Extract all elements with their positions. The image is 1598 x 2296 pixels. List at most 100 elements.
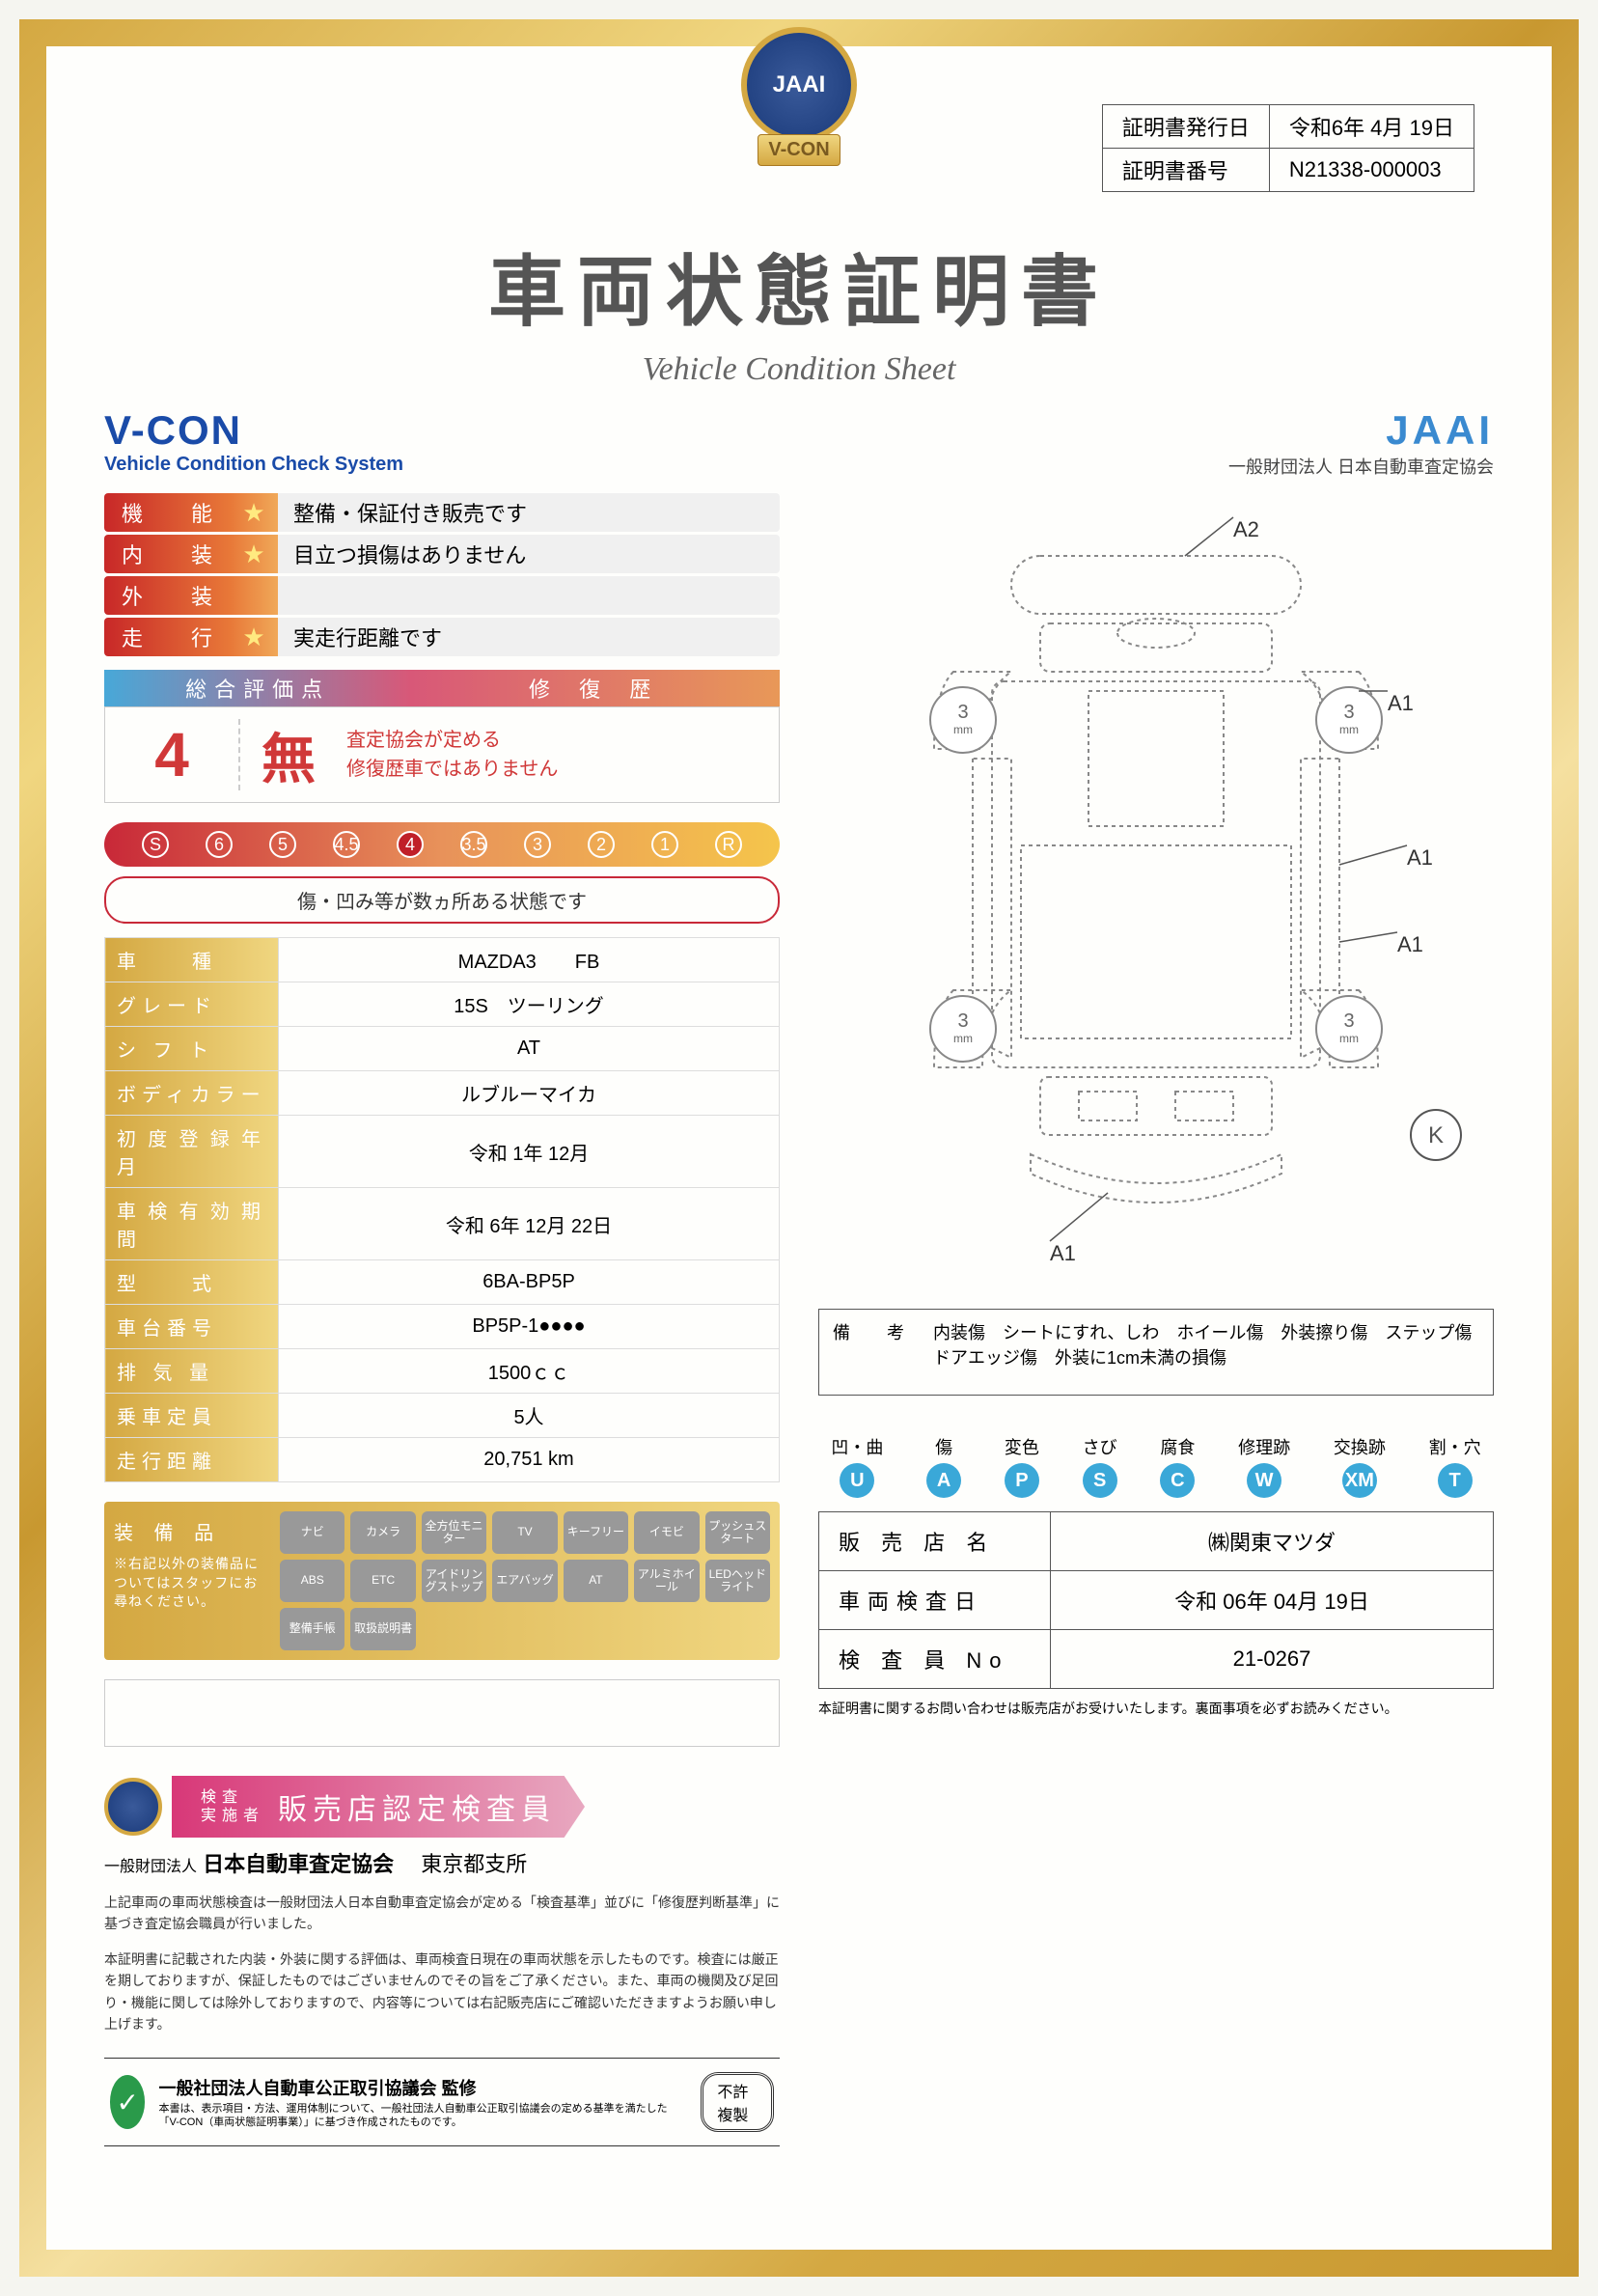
equipment-label: 装 備 品 ※右記以外の装備品についてはスタッフにお尋ねください。 <box>114 1511 268 1650</box>
repair-history-none: 無 <box>240 716 337 794</box>
spec-value: ルブルーマイカ <box>279 1071 780 1116</box>
legend-label: 凹・曲 <box>831 1434 883 1459</box>
inspector-badge-icon <box>104 1778 162 1836</box>
legend-item: さびS <box>1083 1434 1117 1498</box>
bottom-value: 21-0267 <box>1051 1630 1494 1689</box>
svg-text:mm: mm <box>953 723 973 736</box>
legend-code-icon: C <box>1160 1463 1195 1498</box>
svg-text:3: 3 <box>1343 702 1354 723</box>
bottom-note: 本証明書に関するお問い合わせは販売店がお受けいたします。裏面事項を必ずお読みくだ… <box>818 1699 1494 1718</box>
bottom-label: 検 査 員 No <box>819 1630 1051 1689</box>
inspector-ribbon-text: 販売店認定検査員 <box>278 1785 556 1828</box>
legend-label: 腐食 <box>1160 1434 1195 1459</box>
footer-box: ✓ 一般社団法人自動車公正取引協議会 監修 本書は、表示項目・方法、運用体制につ… <box>104 2058 780 2146</box>
emblem-ribbon: V-CON <box>758 134 840 166</box>
equipment-icons: ナビカメラ全方位モニターTVキーフリーイモビプッシュスタートABSETCアイドリ… <box>280 1511 770 1650</box>
inspection-note-1: 上記車両の車両状態検査は一般財団法人日本自動車査定協会が定める「検査基準」並びに… <box>104 1892 780 1935</box>
equipment-icon: アルミホイール <box>634 1560 699 1602</box>
diagram-marker: A1 <box>1388 691 1414 716</box>
spec-row: 車検有効期間令和 6年 12月 22日 <box>105 1188 780 1260</box>
eval-body: 4 無 査定協会が定める 修復歴車ではありません <box>104 706 780 803</box>
scale-marker: R <box>715 831 742 858</box>
spec-value: BP5P-1●●●● <box>279 1305 780 1349</box>
spec-label: シ フ ト <box>105 1027 279 1071</box>
remarks-box: 備 考 内装傷 シートにすれ、しわ ホイール傷 外装擦り傷 ステップ傷 ドアエッ… <box>818 1309 1494 1396</box>
spec-label: 型 式 <box>105 1260 279 1305</box>
svg-text:mm: mm <box>1339 723 1359 736</box>
equipment-icon: AT <box>564 1560 628 1602</box>
scale-marker: 4 <box>397 831 424 858</box>
rating-star-icon: ★ <box>230 535 278 573</box>
emblem: JAAI V-CON <box>722 27 876 181</box>
spec-label: 車検有効期間 <box>105 1188 279 1260</box>
diagram-marker: A2 <box>1233 517 1259 542</box>
equipment-icon: 整備手帳 <box>280 1608 344 1650</box>
spec-label: 走行距離 <box>105 1438 279 1482</box>
diagram-marker: A1 <box>1407 845 1433 871</box>
equipment-icon: 取扱説明書 <box>350 1608 415 1650</box>
spec-value: 20,751 km <box>279 1438 780 1482</box>
legend-item: 割・穴T <box>1429 1434 1481 1498</box>
svg-text:mm: mm <box>953 1032 973 1045</box>
score-scale-caption: 傷・凹み等が数ヵ所ある状態です <box>104 876 780 924</box>
rating-star-icon: ★ <box>230 618 278 656</box>
scale-marker: S <box>142 831 169 858</box>
scale-marker: 2 <box>588 831 615 858</box>
equipment-icon: アイドリングストップ <box>422 1560 486 1602</box>
equipment-icon: LEDヘッドライト <box>705 1560 770 1602</box>
inspector-ribbon: 検査実施者 販売店認定検査員 <box>172 1776 585 1838</box>
svg-text:3: 3 <box>957 702 968 723</box>
legend-row: 凹・曲U傷A変色PさびS腐食C修理跡W交換跡XM割・穴T <box>818 1434 1494 1498</box>
equipment-icon: ETC <box>350 1560 415 1602</box>
inspector-organization: 一般財団法人 日本自動車査定協会 東京都支所 <box>104 1847 780 1878</box>
equipment-icon: 全方位モニター <box>422 1511 486 1554</box>
vcon-logo: V-CON <box>104 407 780 454</box>
jaai-logo: JAAI <box>818 407 1494 454</box>
rating-label: 走 行 <box>104 618 230 656</box>
footer-text: 一般社団法人自動車公正取引協議会 監修 本書は、表示項目・方法、運用体制について… <box>158 2075 687 2130</box>
legend-code-icon: T <box>1438 1463 1473 1498</box>
footer-sub: 本書は、表示項目・方法、運用体制について、一般社団法人自動車公正取引協議会の定め… <box>158 2102 687 2130</box>
spec-value: AT <box>279 1027 780 1071</box>
eval-header-score: 総合評価点 <box>104 670 411 706</box>
spec-value: 1500ｃｃ <box>279 1349 780 1394</box>
repair-history-desc: 査定協会が定める 修復歴車ではありません <box>337 726 779 784</box>
issue-date-label: 証明書発行日 <box>1102 105 1269 149</box>
bottom-label: 販 売 店 名 <box>819 1512 1051 1571</box>
svg-text:3: 3 <box>957 1010 968 1032</box>
legend-item: 変色P <box>1005 1434 1039 1498</box>
jaai-subtitle: 一般財団法人 日本自動車査定協会 <box>818 454 1494 479</box>
legend-item: 交換跡XM <box>1334 1434 1386 1498</box>
rating-label: 内 装 <box>104 535 230 573</box>
spec-row: 型 式6BA-BP5P <box>105 1260 780 1305</box>
svg-text:3: 3 <box>1343 1010 1354 1032</box>
diagram-marker: A1 <box>1050 1241 1076 1266</box>
svg-text:mm: mm <box>1339 1032 1359 1045</box>
no-copy-stamp: 不許複製 <box>701 2072 774 2132</box>
spec-label: 排 気 量 <box>105 1349 279 1394</box>
rating-star-icon <box>230 576 278 615</box>
table-row: 販 売 店 名㈱関東マツダ <box>819 1512 1494 1571</box>
rating-text: 実走行距離です <box>278 618 780 656</box>
spec-row: 車 種MAZDA3 FB <box>105 938 780 982</box>
spec-label: 車 種 <box>105 938 279 982</box>
vehicle-diagram: 3mm 3mm 3mm 3mm K <box>818 498 1494 1289</box>
document-subtitle: Vehicle Condition Sheet <box>104 351 1494 388</box>
legend-code-icon: A <box>926 1463 961 1498</box>
rating-label: 外 装 <box>104 576 230 615</box>
spec-label: 初度登録年月 <box>105 1116 279 1188</box>
right-column: JAAI 一般財団法人 日本自動車査定協会 <box>818 407 1494 2146</box>
eval-desc-1: 査定協会が定める <box>346 730 501 751</box>
eval-header: 総合評価点 修 復 歴 <box>104 670 780 706</box>
legend-item: 修理跡W <box>1238 1434 1290 1498</box>
spec-row: 排 気 量1500ｃｃ <box>105 1349 780 1394</box>
rating-rows: 機 能★整備・保証付き販売です内 装★目立つ損傷はありません外 装走 行★実走行… <box>104 493 780 656</box>
scale-marker: 5 <box>269 831 296 858</box>
bottom-value: ㈱関東マツダ <box>1051 1512 1494 1571</box>
legend-label: 傷 <box>926 1434 961 1459</box>
equipment-icon: ABS <box>280 1560 344 1602</box>
emblem-logo: JAAI <box>741 27 857 143</box>
rating-star-icon: ★ <box>230 493 278 532</box>
table-row: 検 査 員 No21-0267 <box>819 1630 1494 1689</box>
document-title: 車両状態証明書 <box>104 230 1494 342</box>
